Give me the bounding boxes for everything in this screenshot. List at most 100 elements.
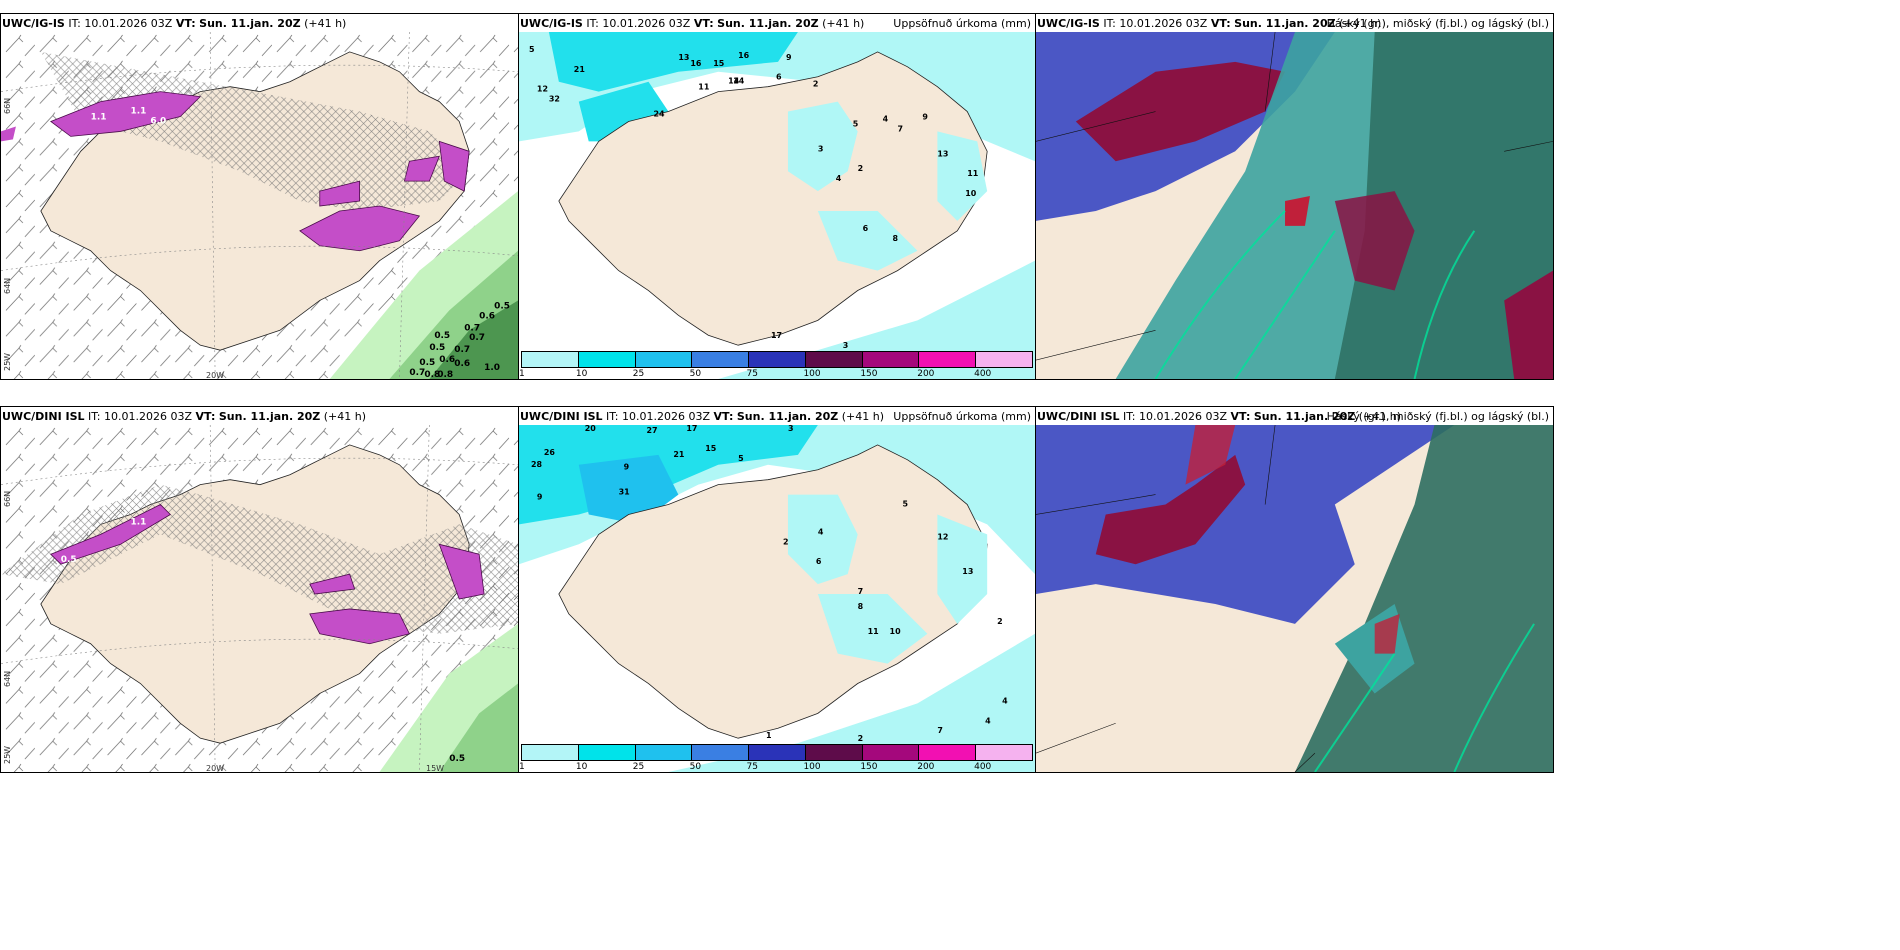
legend-swatch	[692, 352, 750, 367]
value-label: 0.5	[494, 301, 510, 311]
value-label: 9	[624, 463, 630, 472]
legend-tick-label: 100	[803, 762, 821, 772]
value-label: 5	[853, 119, 859, 128]
legend-swatch	[919, 745, 977, 760]
value-label: 13	[937, 149, 948, 158]
value-label: 3	[788, 425, 794, 433]
legend-swatch	[919, 352, 977, 367]
legend-tick-label: 1	[519, 762, 525, 772]
value-label: 7	[858, 587, 864, 596]
legend-swatch	[862, 352, 920, 367]
legend-tick-label: 25	[632, 369, 645, 379]
legend-tick-label: 50	[689, 762, 702, 772]
value-label: 7	[898, 124, 904, 133]
value-label: 1	[766, 731, 772, 740]
value-label: 1.1	[130, 517, 146, 527]
map-area[interactable]	[1036, 32, 1553, 379]
map-area[interactable]	[1036, 425, 1553, 772]
map-area[interactable]: 1.1 0.5 0.5	[1, 425, 518, 772]
panel-title: Háský (gr.), miðský (fj.bl.) og lágský (…	[1326, 17, 1549, 30]
value-label: 4	[836, 174, 842, 183]
value-label: 0.8	[424, 370, 440, 379]
value-label: 21	[673, 450, 684, 459]
panel-header: UWC/IG-IS IT: 10.01.2026 03Z VT: Sun. 11…	[1037, 17, 1382, 30]
legend-tick-label: 1	[519, 369, 525, 379]
lat-label-64n: 64N	[3, 277, 12, 294]
value-label: 6.0	[150, 116, 166, 126]
value-label: 6	[816, 557, 822, 566]
value-label: 13	[962, 567, 973, 576]
value-label: 24	[653, 110, 665, 119]
value-label: 9	[786, 53, 792, 62]
map-area[interactable]: 26 28 27 20 17 9 31 9 21 15 5 3 2 4 6 5 …	[519, 425, 1035, 772]
value-label: 5	[738, 454, 744, 463]
value-label: 7	[937, 726, 943, 735]
legend-swatch	[805, 352, 863, 367]
precip-legend: 1 10 25 50 75 100 150 200 400	[519, 351, 1033, 379]
value-label: 16	[738, 51, 750, 60]
value-label: 1.1	[130, 107, 146, 117]
legend-tick-label: 200	[917, 369, 935, 379]
value-label: 4	[1002, 696, 1008, 705]
legend-swatch	[635, 745, 693, 760]
legend-swatch	[635, 352, 693, 367]
legend-tick-label: 75	[746, 762, 758, 772]
value-label: 0.5	[434, 331, 450, 341]
panel-header: UWC/DINI ISL IT: 10.01.2026 03Z VT: Sun.…	[520, 410, 885, 423]
legend-tick-label: 25	[632, 762, 645, 772]
value-label: 11	[698, 83, 709, 92]
value-label: 20	[585, 425, 597, 433]
panel-clouds-dini: UWC/DINI ISL IT: 10.01.2026 03Z VT: Sun.…	[1035, 406, 1554, 773]
lon-label-20w: 20W	[206, 764, 225, 773]
value-label: 12	[937, 532, 948, 541]
value-label: 5	[529, 45, 535, 54]
legend-tick-label: 10	[575, 369, 588, 379]
legend-swatch	[578, 352, 636, 367]
value-label: 32	[549, 95, 560, 104]
panel-title: Uppsöfnuð úrkoma (mm)	[893, 17, 1031, 30]
panel-header: UWC/IG-IS IT: 10.01.2026 03Z VT: Sun. 11…	[2, 17, 347, 30]
legend-swatch	[862, 745, 920, 760]
value-label: 9	[537, 493, 543, 502]
value-label: 12	[537, 85, 548, 94]
value-label: 10	[890, 627, 902, 636]
legend-swatch	[522, 745, 579, 760]
lat-label-66n: 66N	[3, 97, 12, 114]
value-label: 13	[678, 53, 689, 62]
value-label: 0.6	[454, 359, 470, 369]
lat-label-66n: 66N	[3, 490, 12, 507]
panel-wind-snow-dini: UWC/DINI ISL IT: 10.01.2026 03Z VT: Sun.…	[0, 406, 519, 773]
value-label: 11	[967, 169, 978, 178]
legend-tick-label: 100	[803, 369, 821, 379]
legend-tick-label: 200	[917, 762, 935, 772]
lon-label-25w: 25W	[3, 352, 12, 371]
value-label: 31	[619, 488, 630, 497]
lon-label-15w: 15W	[426, 764, 445, 773]
panel-header: UWC/IG-IS IT: 10.01.2026 03Z VT: Sun. 11…	[520, 17, 865, 30]
value-label: 0.7	[469, 333, 485, 343]
value-label: 16	[690, 59, 702, 68]
value-label: 0.7	[464, 323, 480, 333]
value-label: 2	[997, 617, 1003, 626]
value-label: 0.5	[429, 343, 445, 353]
value-label: 0.6	[439, 355, 455, 365]
legend-swatch	[692, 745, 750, 760]
value-label: 4	[883, 114, 889, 123]
value-label: 0.8	[437, 370, 453, 379]
panel-title: Háský (gr.), miðský (fj.bl.) og lágský (…	[1326, 410, 1549, 423]
map-area[interactable]: 5 12 21 32 16 13 15 16 14 24 11 14 6 9 2…	[519, 32, 1035, 379]
value-label: 0.7	[409, 368, 425, 378]
lon-label-25w: 25W	[3, 745, 12, 764]
value-label: 11	[868, 627, 879, 636]
legend-swatch	[749, 745, 806, 760]
panel-precip-dini: UWC/DINI ISL IT: 10.01.2026 03Z VT: Sun.…	[518, 406, 1036, 773]
value-label: 8	[858, 602, 864, 611]
value-label: 14	[728, 77, 740, 86]
value-label: 26	[544, 448, 556, 457]
value-label: 6	[776, 73, 782, 82]
value-label: 14	[733, 77, 745, 86]
panel-header: UWC/DINI ISL IT: 10.01.2026 03Z VT: Sun.…	[2, 410, 367, 423]
value-label: 2	[858, 164, 864, 173]
panel-clouds-ig: UWC/IG-IS IT: 10.01.2026 03Z VT: Sun. 11…	[1035, 13, 1554, 380]
map-area[interactable]: 1.1 1.1 6.0 0.5 0.7 0.6 0.5 0.5 0.7 0.7 …	[1, 32, 518, 379]
